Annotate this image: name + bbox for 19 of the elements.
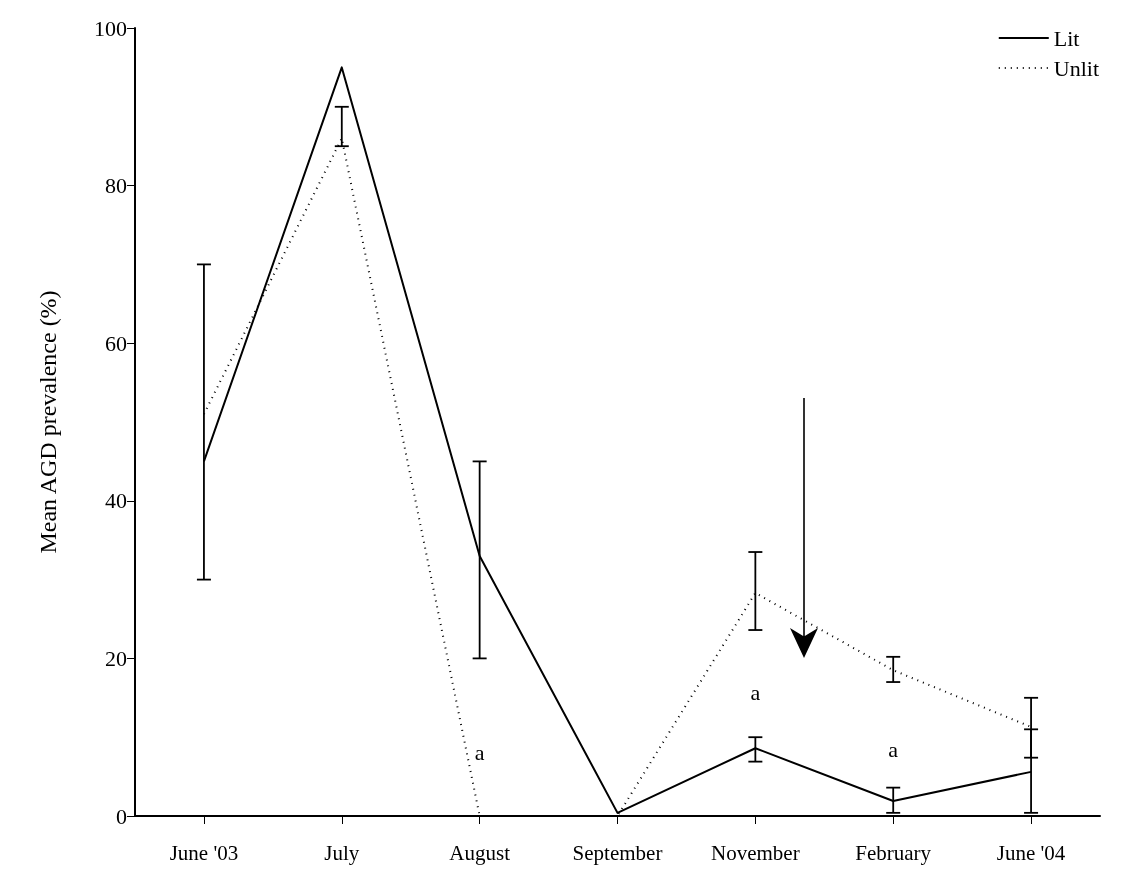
y-tick-label: 100 bbox=[94, 15, 127, 41]
x-tick-label: November bbox=[711, 840, 800, 865]
x-tick-label: July bbox=[324, 840, 360, 865]
annotation: a bbox=[888, 737, 899, 763]
x-tick-label: September bbox=[572, 840, 663, 865]
x-tick-label: August bbox=[449, 840, 511, 865]
legend-label: Lit bbox=[1053, 25, 1080, 51]
x-tick-label: February bbox=[855, 840, 932, 865]
y-tick-label: 80 bbox=[105, 173, 127, 199]
x-tick-label: June '03 bbox=[169, 840, 239, 865]
y-tick-label: 40 bbox=[105, 488, 127, 514]
y-axis-title: Mean AGD prevalence (%) bbox=[35, 290, 61, 554]
annotation: a bbox=[750, 679, 761, 705]
x-tick-label: June '04 bbox=[996, 840, 1066, 865]
annotation: a bbox=[474, 740, 485, 766]
y-tick-label: 20 bbox=[105, 645, 127, 671]
legend-label: Unlit bbox=[1053, 55, 1100, 81]
y-tick-label: 0 bbox=[116, 803, 127, 829]
y-tick-label: 60 bbox=[105, 330, 127, 356]
